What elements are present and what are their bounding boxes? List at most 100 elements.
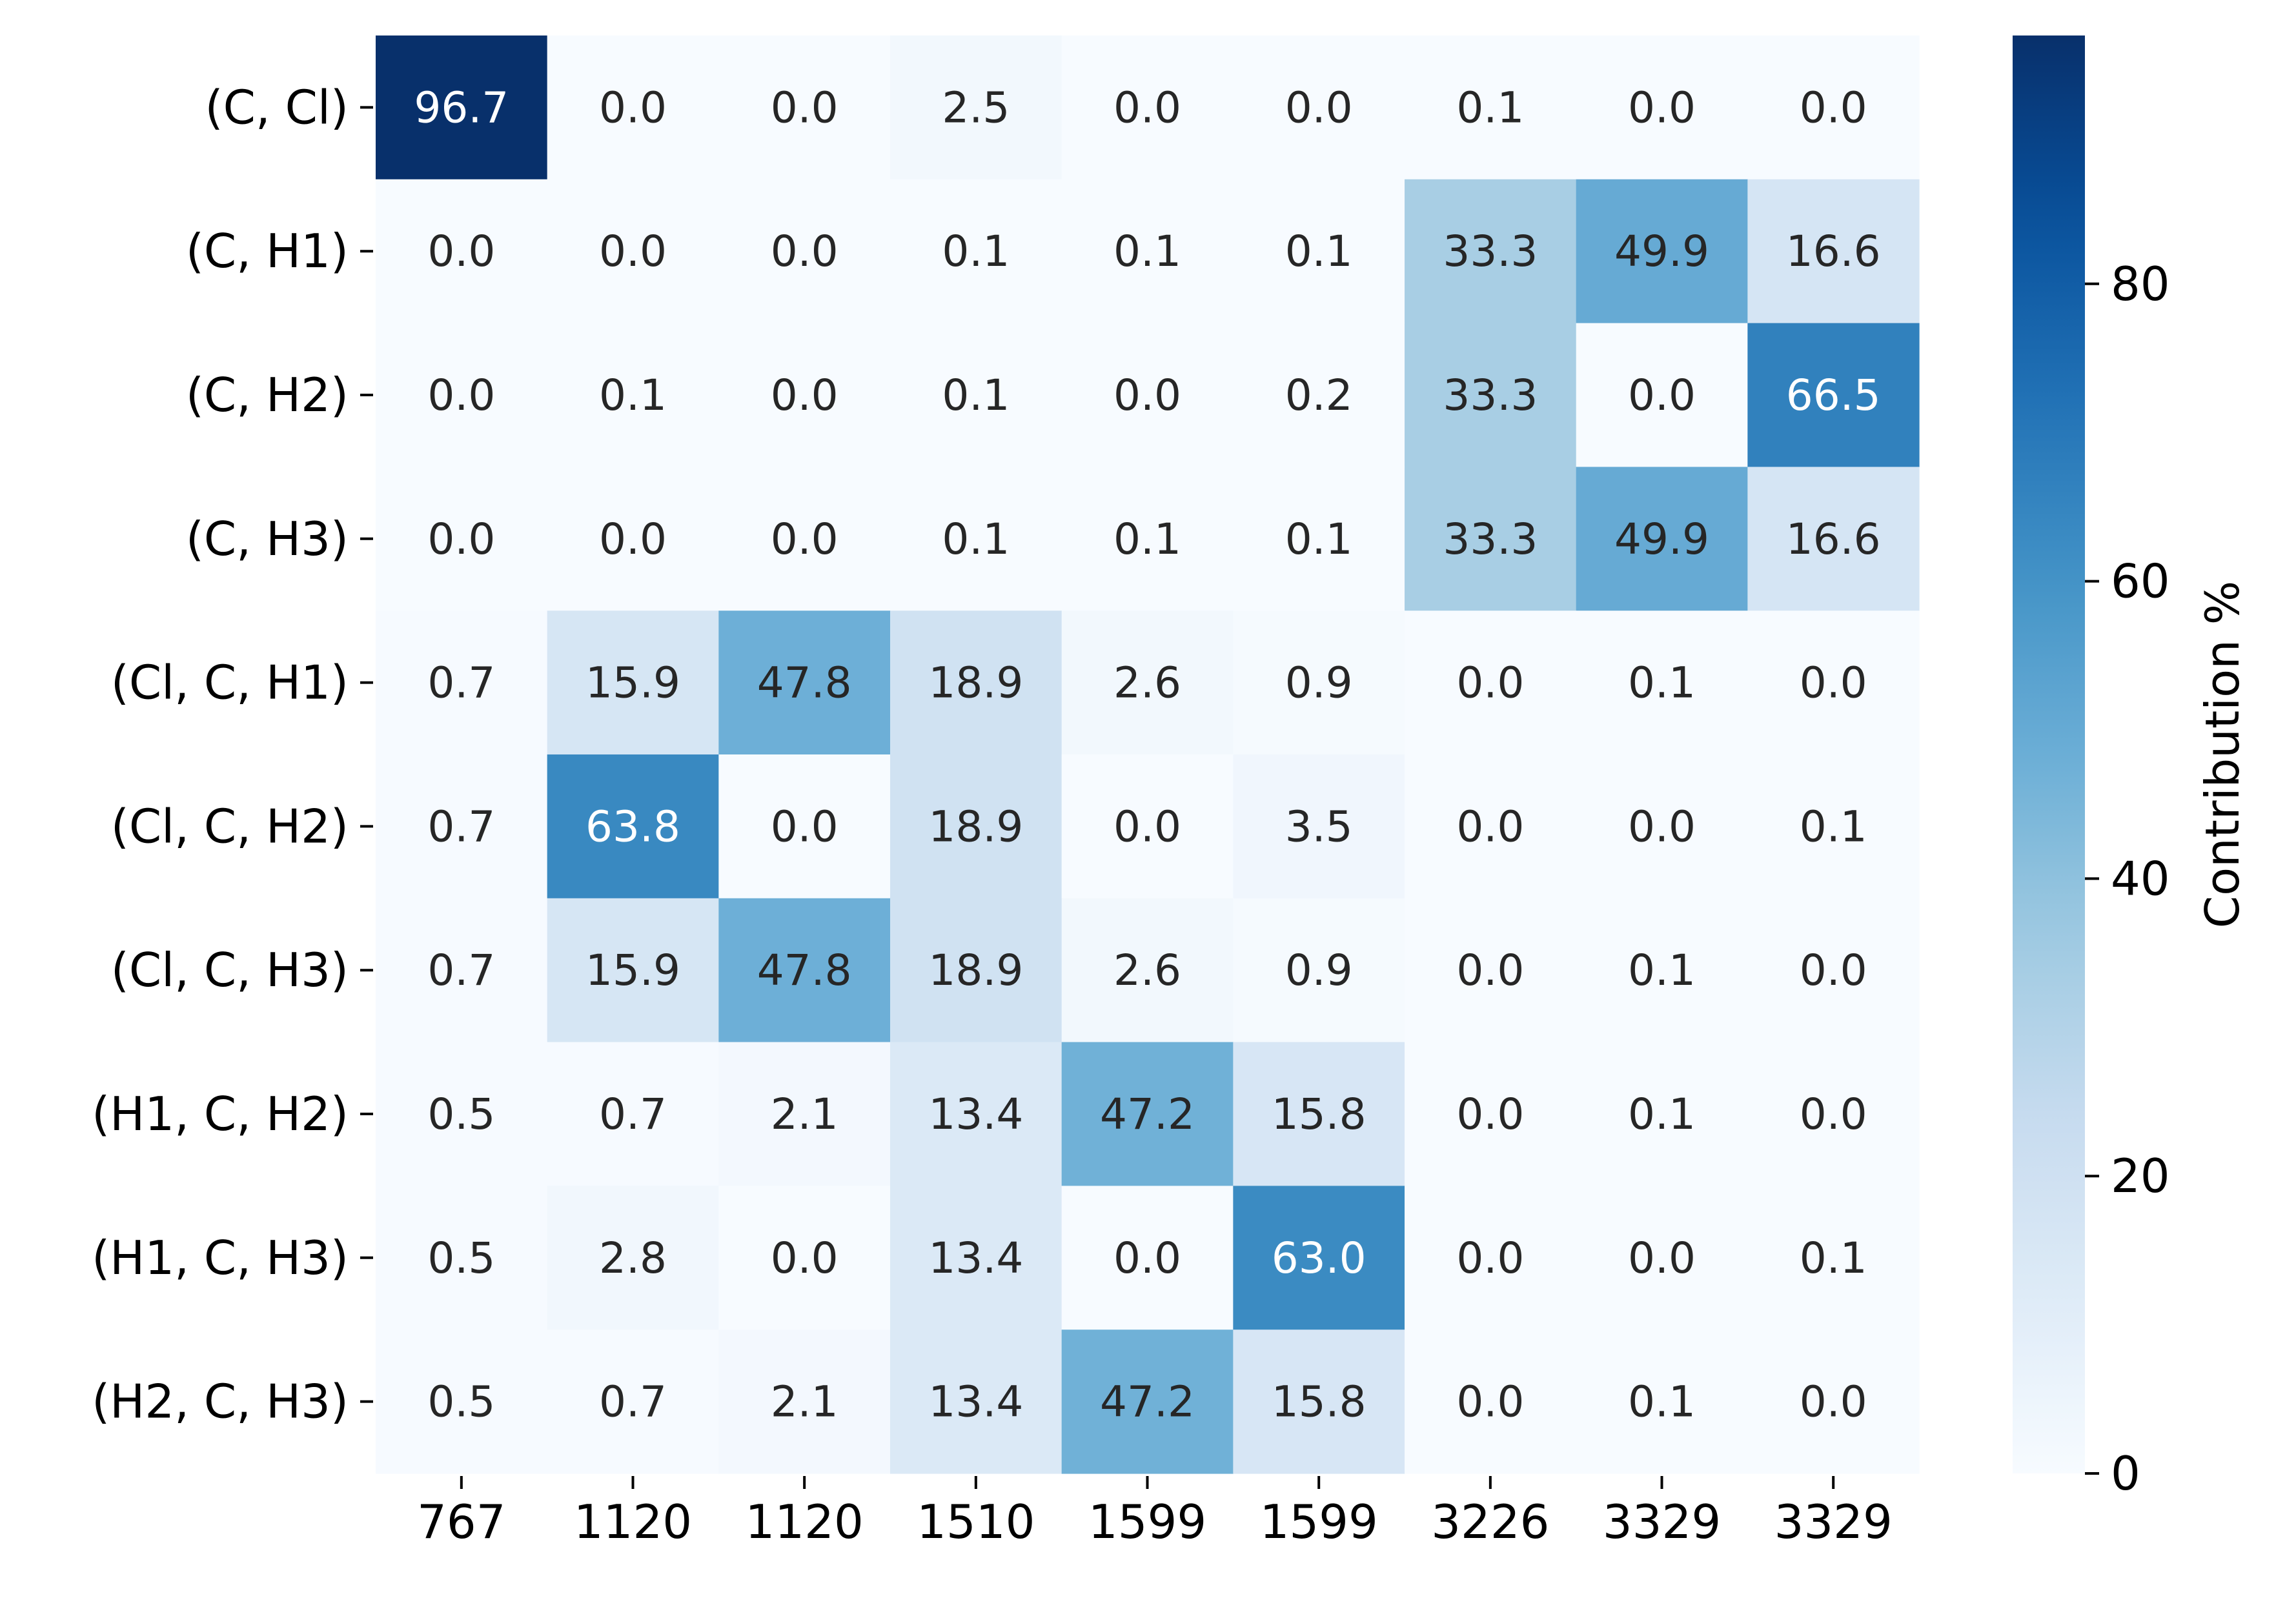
heatmap-cell-value: 0.0 (1800, 1089, 1867, 1139)
heatmap-cell (1061, 1330, 1234, 1474)
heatmap-cell (890, 467, 1062, 611)
heatmap-cell (376, 1042, 548, 1186)
heatmap-cell (718, 35, 891, 180)
x-tick-label: 1120 (746, 1495, 864, 1549)
heatmap-cell (1576, 754, 1748, 899)
heatmap-cell-value: 0.7 (427, 946, 495, 995)
heatmap-cell-value: 0.1 (1113, 514, 1181, 564)
heatmap-cell (547, 35, 719, 180)
heatmap-cell-value: 2.5 (942, 83, 1010, 132)
x-tick-label: 1599 (1088, 1495, 1206, 1549)
colorbar-ticks: 0 20 40 60 80 (2085, 257, 2170, 1501)
heatmap-cell-value: 18.9 (928, 946, 1023, 995)
heatmap-cell-value: 0.5 (427, 1233, 495, 1283)
heatmap-cell-value: 3.5 (1285, 802, 1353, 851)
heatmap-cell-value: 0.0 (1800, 1377, 1867, 1427)
heatmap-cell-value: 0.0 (1456, 658, 1524, 708)
heatmap-cell (890, 611, 1062, 755)
heatmap-cell (1576, 1186, 1748, 1330)
heatmap-cell-value: 0.0 (771, 370, 838, 420)
heatmap-cell (1405, 1330, 1577, 1474)
heatmap-cell (1576, 179, 1748, 324)
x-tick-label: 3329 (1603, 1495, 1721, 1549)
heatmap-cell (1747, 323, 1920, 467)
colorbar-label: Contribution % (2195, 581, 2250, 928)
heatmap-cell (547, 179, 719, 324)
heatmap-cell-value: 2.1 (771, 1089, 838, 1139)
heatmap-cell (1576, 35, 1748, 180)
heatmap-cell (1061, 35, 1234, 180)
heatmap-cell (1747, 35, 1920, 180)
x-tick-label: 1510 (917, 1495, 1035, 1549)
heatmap-cell (376, 467, 548, 611)
y-tick-label: (Cl, C, H2) (111, 799, 349, 853)
heatmap-cell-value: 0.9 (1285, 658, 1353, 708)
heatmap-cell (1233, 1330, 1405, 1474)
colorbar-tick-label: 20 (2111, 1149, 2170, 1203)
heatmap-cell (547, 611, 719, 755)
heatmap-cell (1747, 754, 1920, 899)
heatmap-cell (718, 1330, 891, 1474)
heatmap-cell-value: 0.0 (1113, 802, 1181, 851)
heatmap-cell-value: 0.7 (599, 1377, 667, 1427)
heatmap-cell (1747, 467, 1920, 611)
heatmap-cell (890, 323, 1062, 467)
heatmap-cell-value: 33.3 (1443, 370, 1538, 420)
colorbar-tick-label: 80 (2111, 257, 2170, 311)
heatmap-cell-value: 63.0 (1272, 1233, 1366, 1283)
heatmap-cell-value: 0.1 (1628, 1089, 1696, 1139)
heatmap-cell (547, 323, 719, 467)
x-tick-label: 767 (417, 1495, 505, 1549)
heatmap-cell (376, 754, 548, 899)
heatmap-cell-value: 0.0 (1113, 370, 1181, 420)
heatmap-cell (1747, 179, 1920, 324)
heatmap-cell (1061, 179, 1234, 324)
heatmap-cell-value: 0.5 (427, 1089, 495, 1139)
y-tick-label: (Cl, C, H3) (111, 943, 349, 997)
heatmap-cell-value: 0.1 (942, 514, 1010, 564)
heatmap-cell-value: 0.0 (599, 83, 667, 132)
heatmap-cell-value: 0.0 (1456, 802, 1524, 851)
y-tick-label: (C, Cl) (205, 80, 349, 134)
heatmap-cell-value: 0.1 (1285, 227, 1353, 276)
heatmap-cell (718, 179, 891, 324)
heatmap-cell (718, 1042, 891, 1186)
heatmap-cell (376, 898, 548, 1043)
heatmap-cell (1061, 611, 1234, 755)
heatmap-cell-value: 0.1 (1628, 946, 1696, 995)
heatmap-cell-value: 2.8 (599, 1233, 667, 1283)
heatmap-cell (1405, 611, 1577, 755)
heatmap-cell-value: 0.9 (1285, 946, 1353, 995)
heatmap-cell-value: 0.5 (427, 1377, 495, 1427)
heatmap-cell-value: 15.8 (1272, 1089, 1366, 1139)
heatmap-cell (1405, 898, 1577, 1043)
y-axis: (C, Cl) (C, H1) (C, H2) (C, H3) (Cl, C, H1) (… (92, 80, 373, 1429)
heatmap-cell-value: 16.6 (1786, 514, 1881, 564)
heatmap-cell (1576, 1330, 1748, 1474)
heatmap-cell (1576, 898, 1748, 1043)
heatmap-cell-value: 0.7 (427, 658, 495, 708)
heatmap-cell-value: 13.4 (928, 1089, 1023, 1139)
heatmap-cell-value: 15.8 (1272, 1377, 1366, 1427)
x-tick-label: 1599 (1260, 1495, 1378, 1549)
heatmap-cell-value: 0.0 (1456, 1377, 1524, 1427)
heatmap-cell (376, 1186, 548, 1330)
heatmap-cell-value: 0.0 (1285, 83, 1353, 132)
heatmap-cell (376, 323, 548, 467)
x-tick-label: 1120 (574, 1495, 692, 1549)
heatmap-cell-value: 0.0 (1628, 370, 1696, 420)
heatmap-cell (1233, 1186, 1405, 1330)
heatmap-cell-value: 0.1 (1800, 1233, 1867, 1283)
heatmap-cell-value: 0.0 (1628, 802, 1696, 851)
heatmap-cell (1233, 611, 1405, 755)
heatmap-cell-value: 13.4 (928, 1233, 1023, 1283)
heatmap-cell (718, 898, 891, 1043)
heatmap-cell-value: 0.1 (599, 370, 667, 420)
heatmap-cell (1747, 1186, 1920, 1330)
heatmap-cell-value: 0.0 (1113, 83, 1181, 132)
heatmap-cell (376, 611, 548, 755)
heatmap-cell (890, 1330, 1062, 1474)
colorbar: 0 20 40 60 80 Contribution % (2013, 35, 2250, 1501)
heatmap-cell-value: 18.9 (928, 802, 1023, 851)
y-tick-label: (C, H2) (186, 368, 349, 422)
